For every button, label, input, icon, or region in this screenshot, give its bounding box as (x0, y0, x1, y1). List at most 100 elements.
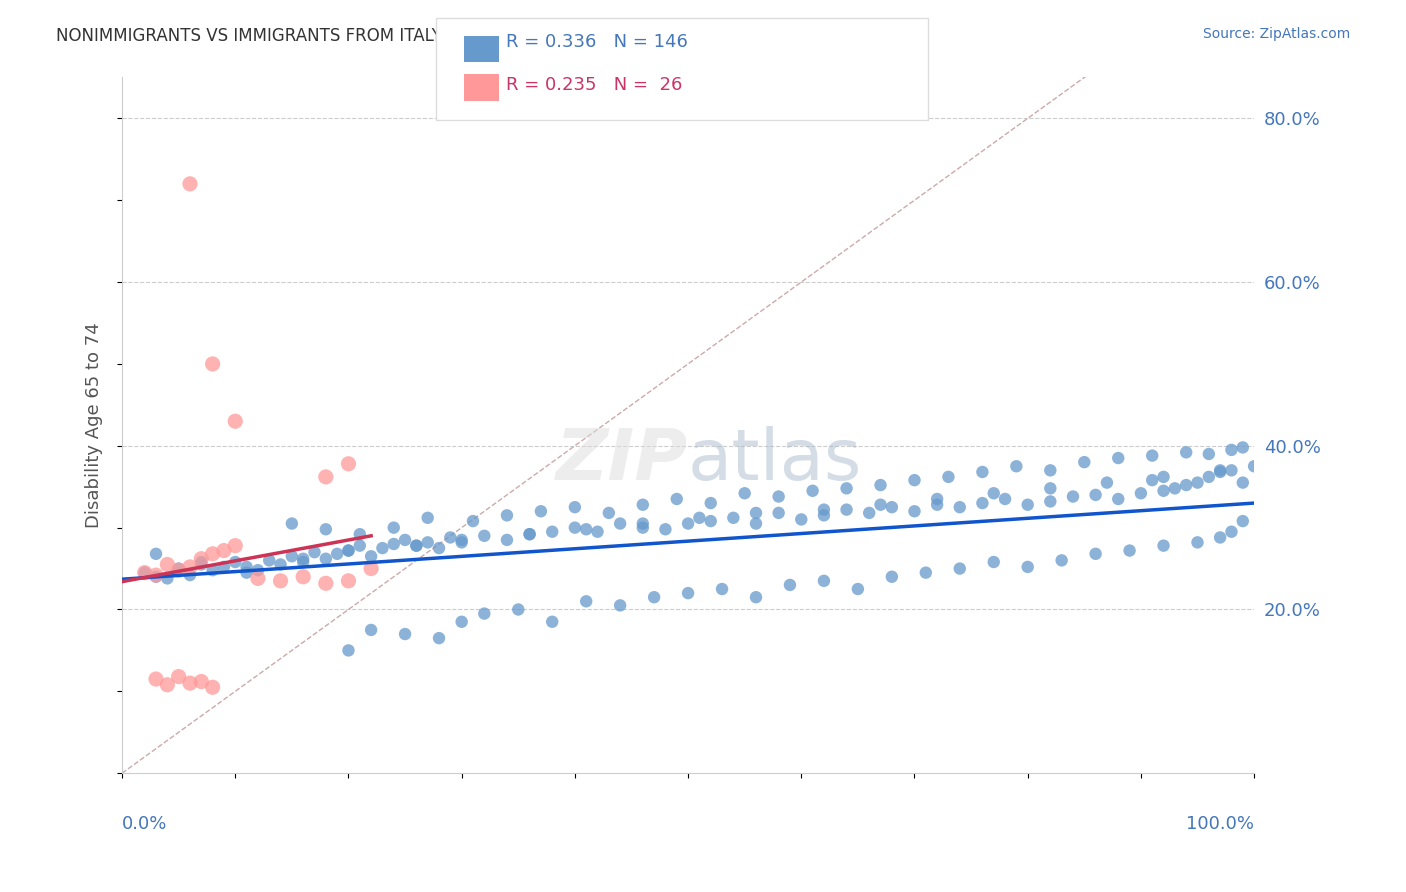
Point (643, 591, 665, 605)
Point (1050, 553, 1073, 567)
Point (1039, 494, 1062, 508)
Point (190, 558, 212, 572)
Point (1198, 447, 1220, 461)
Point (631, 516, 654, 531)
Point (869, 498, 891, 512)
Point (439, 531, 461, 545)
Text: NONIMMIGRANTS VS IMMIGRANTS FROM ITALY DISABILITY AGE 65 TO 74 CORRELATION CHART: NONIMMIGRANTS VS IMMIGRANTS FROM ITALY D… (56, 27, 844, 45)
Point (427, 541, 450, 555)
Point (190, 555, 212, 569)
Point (665, 491, 688, 506)
Point (1209, 531, 1232, 545)
Point (745, 591, 768, 605)
Point (519, 527, 541, 541)
Point (699, 514, 721, 528)
Point (1142, 473, 1164, 487)
Point (201, 357, 224, 371)
Point (631, 498, 654, 512)
Point (846, 582, 869, 596)
Point (972, 465, 994, 479)
Point (461, 514, 484, 528)
Point (564, 500, 586, 515)
Point (427, 631, 450, 645)
Point (1118, 543, 1140, 558)
Point (586, 524, 609, 539)
Point (190, 674, 212, 689)
Point (723, 511, 745, 525)
Point (676, 516, 699, 531)
Point (813, 508, 835, 523)
Point (472, 529, 495, 543)
Point (145, 672, 167, 686)
Point (1209, 465, 1232, 479)
Point (281, 549, 304, 564)
Point (382, 521, 405, 535)
Point (1153, 539, 1175, 553)
Text: atlas: atlas (688, 425, 862, 494)
Text: 0.0%: 0.0% (122, 815, 167, 833)
Point (519, 527, 541, 541)
Point (134, 566, 156, 580)
Point (1107, 491, 1129, 506)
Point (609, 516, 631, 531)
Point (156, 678, 179, 692)
Point (212, 560, 235, 574)
Point (609, 599, 631, 613)
Point (360, 561, 382, 575)
Point (1129, 486, 1152, 500)
Point (530, 504, 553, 518)
Point (416, 535, 439, 549)
Point (1153, 483, 1175, 498)
Point (745, 506, 768, 520)
Point (360, 623, 382, 637)
Point (768, 490, 790, 504)
Point (790, 512, 813, 526)
Point (508, 602, 530, 616)
Point (224, 555, 246, 569)
Point (450, 535, 472, 549)
Point (190, 551, 212, 566)
Point (1153, 470, 1175, 484)
Point (1232, 475, 1254, 490)
Point (835, 502, 858, 516)
Point (654, 522, 676, 536)
Point (564, 521, 586, 535)
Point (179, 177, 201, 191)
Point (281, 516, 304, 531)
Point (337, 543, 360, 558)
Point (326, 547, 349, 561)
Point (1073, 455, 1095, 469)
Point (167, 563, 190, 577)
Point (246, 571, 269, 585)
Point (745, 516, 768, 531)
Point (179, 676, 201, 690)
Point (496, 533, 519, 547)
Point (541, 615, 564, 629)
Point (734, 486, 756, 500)
Point (1175, 445, 1198, 459)
Point (1164, 481, 1187, 495)
Point (1187, 535, 1209, 549)
Point (382, 537, 405, 551)
Point (315, 470, 337, 484)
Point (914, 566, 936, 580)
Point (835, 481, 858, 495)
Y-axis label: Disability Age 65 to 74: Disability Age 65 to 74 (86, 322, 103, 528)
Point (768, 506, 790, 520)
Point (598, 506, 620, 520)
Point (201, 563, 224, 577)
Point (349, 527, 371, 541)
Point (337, 574, 360, 588)
Point (711, 582, 734, 596)
Point (575, 594, 598, 608)
Text: 100.0%: 100.0% (1187, 815, 1254, 833)
Point (179, 560, 201, 574)
Point (179, 568, 201, 582)
Point (472, 607, 495, 621)
Point (801, 483, 824, 498)
Point (813, 574, 835, 588)
Point (315, 551, 337, 566)
Text: R = 0.235   N =  26: R = 0.235 N = 26 (506, 76, 682, 94)
Point (224, 414, 246, 428)
Point (631, 521, 654, 535)
